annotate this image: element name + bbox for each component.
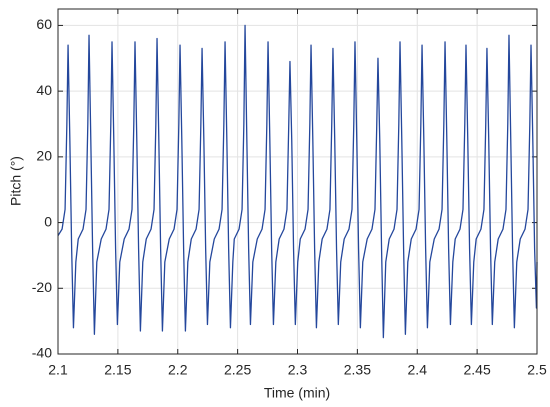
y-tick-label: 60 [36, 16, 52, 32]
y-tick-label: 0 [44, 213, 52, 229]
x-axis-label: Time (min) [264, 385, 330, 401]
x-tick-label: 2.1 [48, 362, 68, 378]
data-line [57, 24, 538, 339]
y-tick-label: -20 [32, 279, 52, 295]
y-tick-label: -40 [32, 345, 52, 361]
x-tick-label: 2.15 [104, 362, 131, 378]
plot-frame [57, 8, 538, 355]
y-axis-label: Pitch (°) [8, 156, 24, 206]
y-tick-label: 20 [36, 148, 52, 164]
x-tick-label: 2.25 [224, 362, 251, 378]
x-tick-label: 2.4 [408, 362, 428, 378]
x-tick-label: 2.5 [527, 362, 547, 378]
x-tick-label: 2.35 [344, 362, 371, 378]
x-tick-label: 2.3 [288, 362, 308, 378]
y-tick-label: 40 [36, 82, 52, 98]
x-tick-label: 2.45 [464, 362, 491, 378]
x-tick-label: 2.2 [168, 362, 188, 378]
